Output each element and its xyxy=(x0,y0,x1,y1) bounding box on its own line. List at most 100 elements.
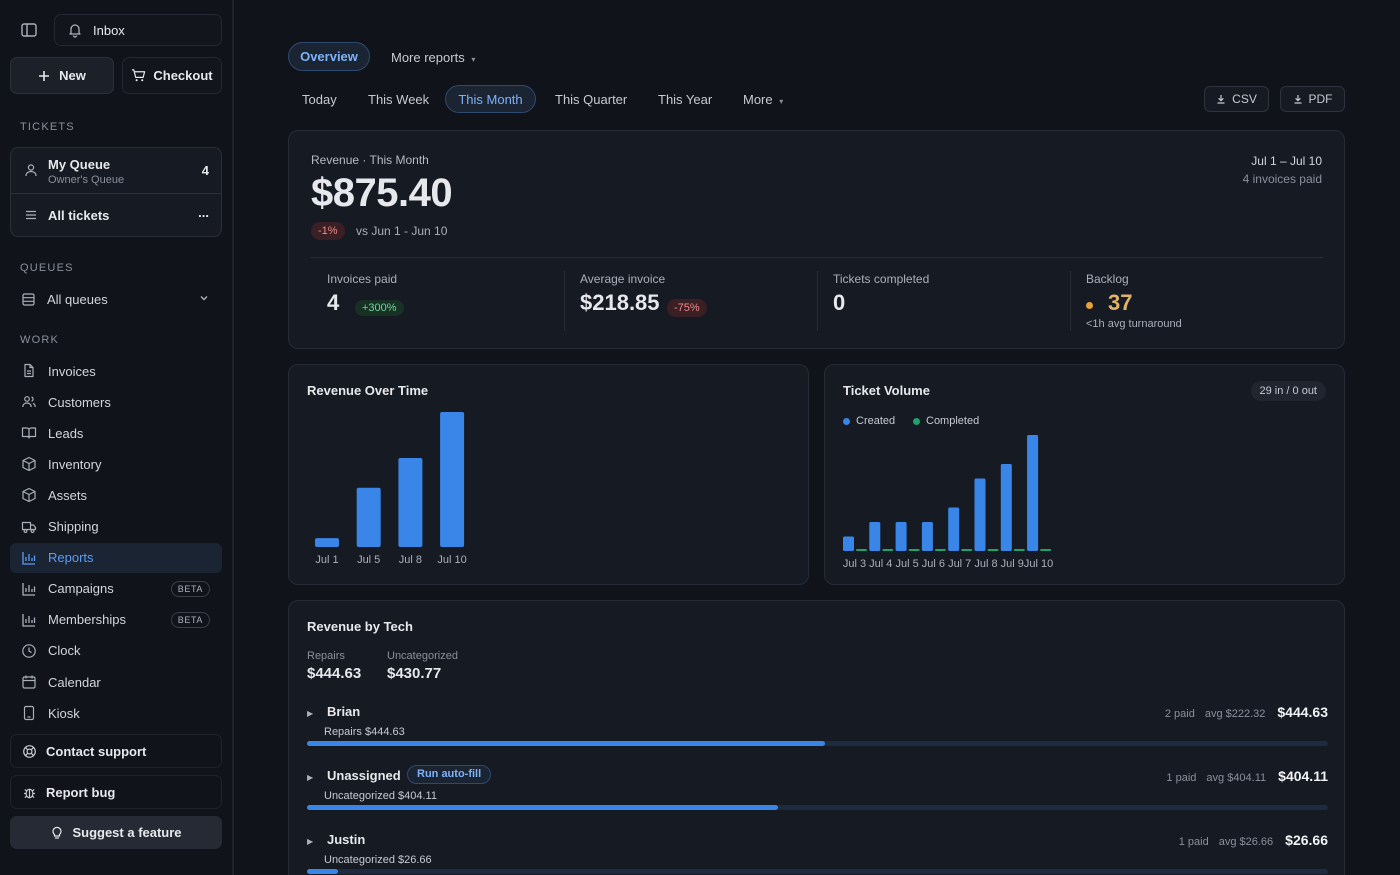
tickets-box: My Queue Owner's Queue 4 All tickets ... xyxy=(10,147,222,237)
more-reports-dropdown[interactable]: More reports ▾ xyxy=(391,50,475,65)
export-pdf-button[interactable]: PDF xyxy=(1280,86,1345,112)
revenue-amount: $875.40 xyxy=(311,171,453,215)
backlog-status-dot xyxy=(1086,302,1093,309)
sidebar-item-label: Campaigns xyxy=(48,581,114,597)
ticket-volume-badge: 29 in / 0 out xyxy=(1250,381,1326,401)
queues-heading: QUEUES xyxy=(20,262,74,274)
sidebar-item-memberships[interactable]: Memberships BETA xyxy=(10,605,222,635)
truck-icon xyxy=(21,519,37,535)
x-tick-label: Jul 8 xyxy=(974,558,997,570)
bell-icon xyxy=(67,22,83,38)
file-icon xyxy=(21,363,37,379)
period-invoices: 4 invoices paid xyxy=(1242,172,1322,186)
sidebar-item-label: Memberships xyxy=(48,612,127,628)
tech-total: $404.11 xyxy=(1278,768,1328,784)
inbox-button[interactable]: Inbox xyxy=(54,14,222,46)
sidebar-item-invoices[interactable]: Invoices xyxy=(10,356,222,386)
revenue-bar xyxy=(356,487,381,547)
sidebar-item-calendar[interactable]: Calendar xyxy=(10,667,222,697)
legend-label: Created xyxy=(856,415,896,427)
legend-dot xyxy=(843,417,850,425)
bar-chart-icon xyxy=(21,550,37,566)
csv-label: CSV xyxy=(1232,92,1257,106)
tablet-icon xyxy=(21,705,37,721)
created-bar xyxy=(1027,435,1039,551)
bar-chart-icon xyxy=(21,612,37,628)
sidebar-item-campaigns[interactable]: Campaigns BETA xyxy=(10,574,222,604)
created-bar xyxy=(869,522,881,551)
tech-share-fill xyxy=(307,869,338,874)
sidebar-item-clock[interactable]: Clock xyxy=(10,636,222,666)
sidebar-item-label: Reports xyxy=(48,550,94,566)
sidebar-item-shipping[interactable]: Shipping xyxy=(10,512,222,542)
my-queue-subtitle: Owner's Queue xyxy=(48,174,125,186)
ticket-volume-card: Ticket Volume 29 in / 0 out Created Comp… xyxy=(824,364,1345,585)
contact-support-button[interactable]: Contact support xyxy=(10,734,222,768)
clock-icon xyxy=(21,643,37,659)
tech-total: $444.63 xyxy=(1277,704,1328,720)
expand-arrow-icon[interactable]: ▶ xyxy=(307,773,314,782)
sidebar-item-inventory[interactable]: Inventory xyxy=(10,449,222,479)
range-more-dropdown[interactable]: More ▾ xyxy=(743,92,783,107)
kpi-value: 37 xyxy=(1108,290,1133,315)
range-this-quarter[interactable]: This Quarter xyxy=(555,92,628,107)
report-bug-button[interactable]: Report bug xyxy=(10,775,222,809)
sidebar-item-assets[interactable]: Assets xyxy=(10,480,222,510)
new-button[interactable]: New xyxy=(10,57,114,94)
sidebar-item-reports[interactable]: Reports xyxy=(10,542,222,573)
tech-stats: 1 paid avg $26.66 $26.66 xyxy=(1179,832,1328,848)
completed-bar xyxy=(987,549,999,551)
suggest-feature-button[interactable]: Suggest a feature xyxy=(10,816,222,849)
all-tickets-more-button[interactable]: ... xyxy=(198,205,209,220)
kpi-backlog: Backlog 37 <1h avg turnaround xyxy=(1070,258,1323,350)
kpi-label: Average invoice xyxy=(580,272,666,286)
summary-label: Uncategorized xyxy=(387,650,458,662)
x-tick-label: Jul 3 xyxy=(843,558,866,570)
legend-dot xyxy=(913,417,920,425)
export-csv-button[interactable]: CSV xyxy=(1204,86,1269,112)
all-tickets-row[interactable]: All tickets ... xyxy=(11,194,221,236)
my-queue-row[interactable]: My Queue Owner's Queue 4 xyxy=(11,148,221,194)
beta-badge: BETA xyxy=(170,580,210,597)
all-tickets-label: All tickets xyxy=(48,208,110,223)
checkout-button[interactable]: Checkout xyxy=(122,57,222,94)
tech-name: Justin xyxy=(327,832,366,847)
more-reports-label: More reports xyxy=(391,50,465,65)
range-today[interactable]: Today xyxy=(302,92,337,107)
tech-stats: 2 paid avg $222.32 $444.63 xyxy=(1165,704,1328,720)
sidebar-item-leads[interactable]: Leads xyxy=(10,418,222,448)
sidebar: Inbox New Checkout TICKETS My Queue Owne… xyxy=(0,0,234,875)
tech-row-unassigned[interactable]: ▶ Unassigned Run auto-fill Uncategorized… xyxy=(307,765,1328,828)
range-this-year[interactable]: This Year xyxy=(658,92,713,107)
report-bug-label: Report bug xyxy=(46,784,116,800)
expand-arrow-icon[interactable]: ▶ xyxy=(307,709,314,718)
checkout-label: Checkout xyxy=(153,68,213,83)
expand-arrow-icon[interactable]: ▶ xyxy=(307,837,314,846)
tech-row-brian[interactable]: ▶ Brian Repairs $444.63 2 paid avg $222.… xyxy=(307,704,1328,764)
tech-share-bar xyxy=(307,869,1328,874)
kpi-value: 0 xyxy=(833,290,846,315)
kpi-divider xyxy=(311,257,1323,258)
sidebar-toggle-icon[interactable] xyxy=(20,21,38,39)
users-icon xyxy=(21,394,37,410)
ticket-volume-chart: Jul 3 Jul 4 Jul 5 Jul 6 Jul 7 Jul 8 Jul 9 Jul 1… xyxy=(843,435,1053,570)
revenue-by-tech-card: Revenue by Tech Repairs $444.63 Uncatego… xyxy=(288,600,1345,875)
x-tick-label: Jul 7 xyxy=(948,558,971,570)
x-tick-label: Jul 10 xyxy=(437,554,466,566)
sidebar-item-kiosk[interactable]: Kiosk xyxy=(10,698,222,728)
new-label: New xyxy=(59,68,86,83)
range-this-week[interactable]: This Week xyxy=(368,92,430,107)
kpi-change-badge: +300% xyxy=(355,300,404,316)
x-tick-label: Jul 5 xyxy=(357,554,380,566)
sidebar-item-label: Clock xyxy=(48,643,81,659)
tech-row-justin[interactable]: ▶ Justin Uncategorized $26.66 1 paid avg… xyxy=(307,832,1328,875)
tab-overview[interactable]: Overview xyxy=(288,42,370,71)
kpi-average-invoice: Average invoice $218.85 -75% xyxy=(564,258,817,350)
period-range: Jul 1 – Jul 10 xyxy=(1251,154,1322,168)
range-this-month[interactable]: This Month xyxy=(445,85,536,113)
stack-icon xyxy=(21,292,36,307)
run-auto-fill-button[interactable]: Run auto-fill xyxy=(407,765,492,784)
box-icon xyxy=(21,456,37,472)
sidebar-item-customers[interactable]: Customers xyxy=(10,387,222,417)
all-queues-dropdown[interactable]: All queues xyxy=(10,284,222,314)
